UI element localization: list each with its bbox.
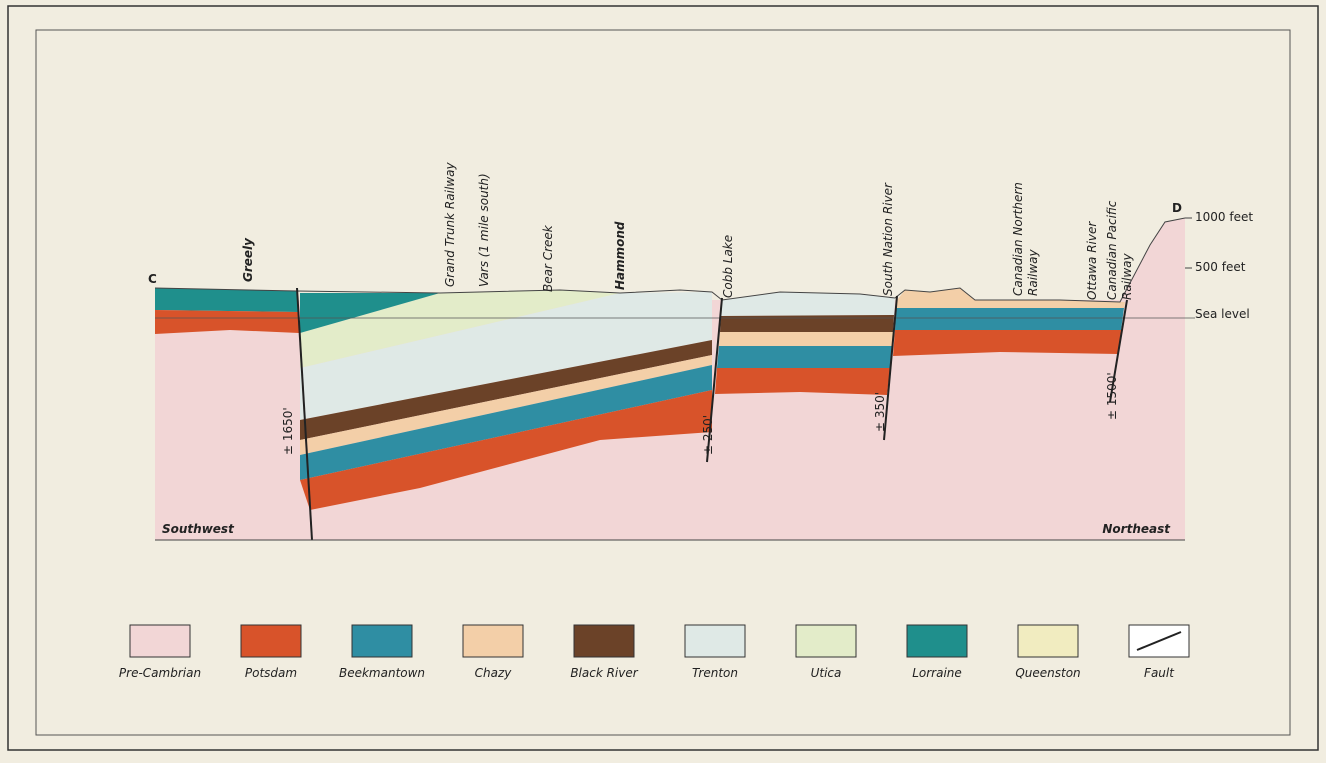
place-label: Canadian Northern (1011, 182, 1025, 296)
fault-depth: ± 250' (701, 415, 715, 455)
fault-depth: ± 1500' (1105, 372, 1119, 420)
potsdam (715, 368, 890, 395)
scale-label: 1000 feet (1195, 210, 1253, 224)
place-label: Vars (1 mile south) (477, 173, 491, 287)
legend-label: Utica (811, 666, 842, 680)
legend-label: Trenton (692, 666, 738, 680)
legend-label: Fault (1144, 666, 1175, 680)
place-label: Greely (241, 237, 255, 282)
legend-swatch (352, 625, 412, 657)
end-label: D (1172, 201, 1182, 215)
scale-label: Sea level (1195, 307, 1250, 321)
direction-label: Northeast (1102, 522, 1171, 536)
legend-label: Chazy (475, 666, 513, 680)
lorraine (155, 288, 298, 312)
chazy (719, 332, 893, 346)
beekmantown (717, 346, 892, 368)
scale-label: 500 feet (1195, 260, 1246, 274)
page: C D Southwest Northeast Greely Grand Trun… (0, 0, 1326, 763)
legend-label: Lorraine (912, 666, 962, 680)
place-label: Bear Creek (541, 224, 555, 292)
place-label: Ottawa River (1085, 221, 1099, 300)
trenton (721, 292, 895, 316)
place-label: South Nation River (881, 182, 895, 296)
place-label: Cobb Lake (721, 235, 735, 298)
potsdam (893, 330, 1121, 356)
place-label: Hammond (613, 221, 627, 290)
black-river (720, 315, 894, 332)
legend-label: Black River (570, 666, 638, 680)
legend-swatch (1018, 625, 1078, 657)
legend-label: Pre-Cambrian (119, 666, 201, 680)
place-label: Canadian Pacific (1105, 200, 1119, 300)
legend-swatch (685, 625, 745, 657)
place-label: Railway (1026, 248, 1040, 296)
legend-label: Potsdam (245, 666, 297, 680)
legend-swatch (463, 625, 523, 657)
legend-swatch (796, 625, 856, 657)
legend-swatch (241, 625, 301, 657)
place-label: Grand Trunk Railway (443, 162, 457, 287)
place-label: Railway (1120, 252, 1134, 300)
direction-label: Southwest (162, 522, 235, 536)
fault-depth: ± 1650' (281, 407, 295, 455)
legend-swatch (130, 625, 190, 657)
fault-depth: ± 350' (873, 392, 887, 432)
legend-swatch (574, 625, 634, 657)
legend-swatch (907, 625, 967, 657)
legend-label: Beekmantown (339, 666, 425, 680)
legend-label: Queenston (1015, 666, 1080, 680)
beekmantown (895, 308, 1124, 330)
end-label: C (148, 272, 157, 286)
